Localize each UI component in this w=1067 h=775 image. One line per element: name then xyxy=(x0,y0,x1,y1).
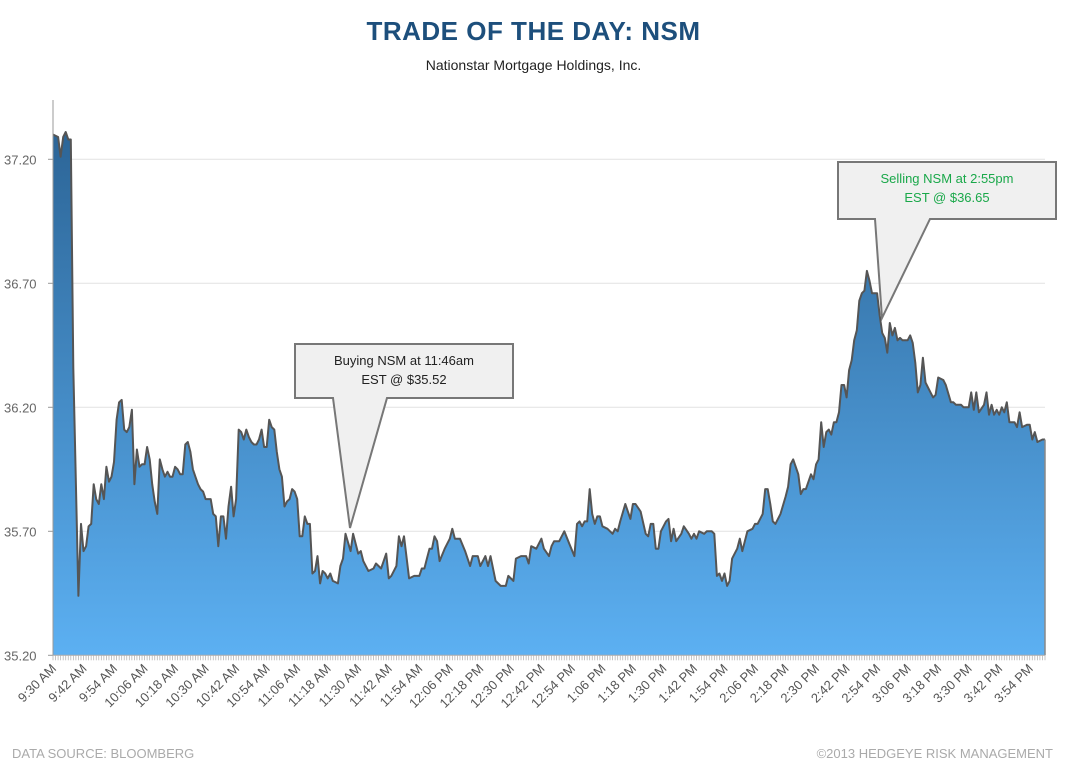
chart-title: TRADE OF THE DAY: NSM xyxy=(366,16,701,46)
price-area-fill xyxy=(53,132,1045,656)
sell-trade-callout: Selling NSM at 2:55pm EST @ $36.65 xyxy=(837,161,1057,322)
chart-subtitle: Nationstar Mortgage Holdings, Inc. xyxy=(425,57,642,73)
callout-line-2: EST @ $36.65 xyxy=(904,190,989,205)
callout-line-1: Selling NSM at 2:55pm xyxy=(881,171,1014,186)
data-source-label: DATA SOURCE: BLOOMBERG xyxy=(12,746,195,761)
y-tick-label: 37.20 xyxy=(4,152,37,167)
callout-box xyxy=(837,161,1057,322)
y-tick-label: 35.20 xyxy=(4,648,37,663)
callout-line-1: Buying NSM at 11:46am xyxy=(334,353,474,368)
y-tick-label: 35.70 xyxy=(4,524,37,539)
price-line xyxy=(52,131,1045,597)
buy-trade-callout: Buying NSM at 11:46am EST @ $35.52 xyxy=(294,343,514,529)
y-tick-label: 36.20 xyxy=(4,400,37,415)
copyright-label: ©2013 HEDGEYE RISK MANAGEMENT xyxy=(816,746,1053,761)
y-tick-label: 36.70 xyxy=(4,276,37,291)
callout-line-2: EST @ $35.52 xyxy=(361,372,446,387)
callout-box xyxy=(294,343,514,529)
